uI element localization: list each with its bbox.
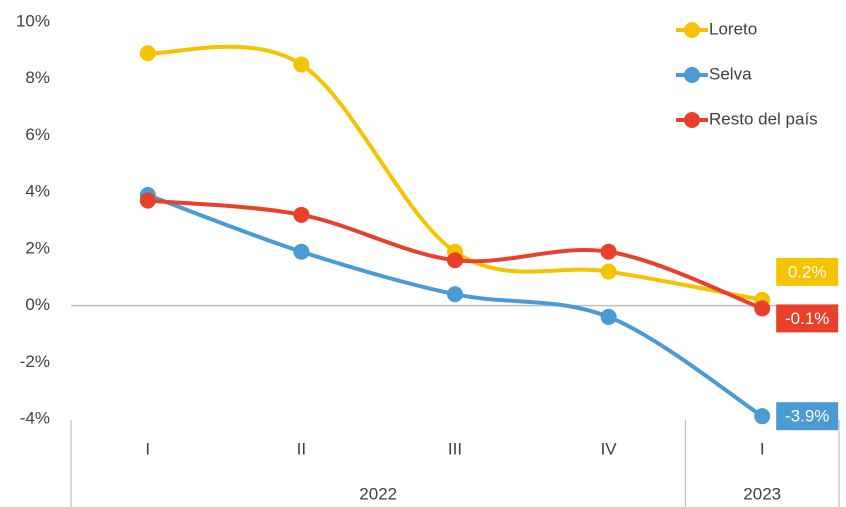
y-tick-label: -2% bbox=[20, 352, 50, 371]
y-tick-label: 2% bbox=[25, 238, 50, 257]
legend-label: Loreto bbox=[709, 19, 757, 38]
value-label-box bbox=[776, 304, 839, 333]
x-tick-label: I bbox=[145, 439, 150, 458]
value-label-box bbox=[776, 257, 839, 286]
x-tick-label: II bbox=[297, 439, 306, 458]
series-marker bbox=[293, 206, 310, 223]
series-marker bbox=[600, 243, 617, 260]
legend-label: Resto del país bbox=[709, 109, 818, 128]
value-label: 0.2% bbox=[788, 262, 827, 281]
value-label: -3.9% bbox=[785, 407, 829, 426]
legend-label: Selva bbox=[709, 64, 752, 83]
series-marker bbox=[447, 286, 463, 303]
series-marker bbox=[600, 263, 617, 280]
series-marker bbox=[139, 45, 156, 62]
group-label: 2022 bbox=[359, 484, 397, 503]
series-marker bbox=[293, 243, 310, 260]
y-tick-label: 0% bbox=[25, 295, 50, 314]
series-marker bbox=[600, 308, 617, 325]
x-tick-label: IV bbox=[601, 439, 618, 458]
series-marker bbox=[754, 408, 771, 425]
y-tick-label: 4% bbox=[25, 182, 50, 201]
x-tick-label: I bbox=[760, 439, 765, 458]
y-tick-label: 8% bbox=[25, 68, 50, 87]
legend-marker bbox=[684, 112, 700, 128]
y-tick-label: 10% bbox=[16, 11, 50, 30]
series-marker bbox=[447, 252, 463, 269]
series-marker bbox=[754, 300, 771, 317]
value-label-box bbox=[776, 402, 839, 431]
y-tick-label: -4% bbox=[20, 408, 50, 427]
series-marker bbox=[293, 56, 310, 73]
legend-marker bbox=[684, 67, 700, 83]
y-tick-label: 6% bbox=[25, 125, 50, 144]
series-marker bbox=[139, 192, 156, 209]
value-label: -0.1% bbox=[785, 309, 829, 328]
legend-marker bbox=[684, 22, 700, 38]
x-tick-label: III bbox=[448, 439, 462, 458]
group-label: 2023 bbox=[743, 484, 781, 503]
